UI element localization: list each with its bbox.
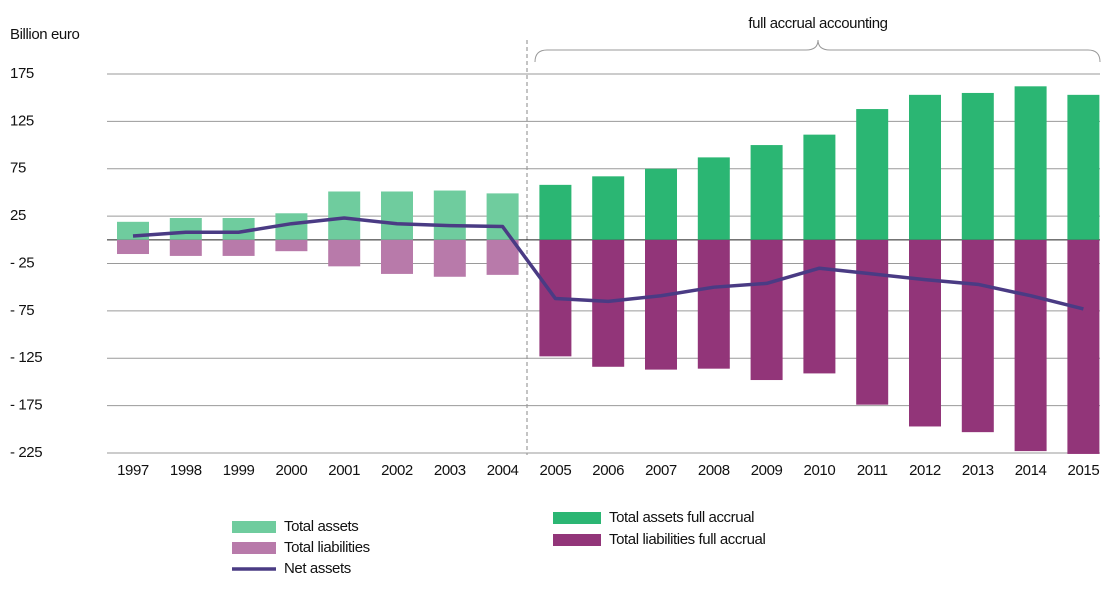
- x-tick-label: 2008: [698, 462, 730, 479]
- y-tick-label: 175: [10, 65, 34, 82]
- bar: [381, 191, 413, 240]
- x-tick-label: 2005: [540, 462, 572, 479]
- bar: [961, 92, 994, 240]
- x-tick-label: 2006: [592, 462, 624, 479]
- x-tick-label: 2010: [804, 462, 836, 479]
- bar: [433, 239, 466, 277]
- x-tick-label: 2011: [857, 462, 888, 479]
- bar: [803, 134, 836, 240]
- bar: [909, 94, 941, 240]
- y-tick-label: - 25: [10, 254, 34, 271]
- brace: [534, 39, 1101, 63]
- bar: [750, 239, 783, 381]
- bar: [486, 193, 519, 240]
- y-tick-label: 25: [10, 207, 26, 224]
- y-tick-label: - 175: [10, 397, 42, 414]
- y-tick-label: 75: [10, 160, 26, 177]
- annotation: full accrual accounting: [748, 15, 887, 32]
- bar: [275, 239, 308, 252]
- bar: [592, 176, 625, 240]
- y-tick-label: 125: [10, 112, 34, 129]
- bar: [592, 239, 625, 367]
- bar: [117, 239, 149, 255]
- bar: [961, 239, 994, 433]
- bar: [117, 221, 149, 240]
- x-tick-label: 2013: [962, 462, 994, 479]
- bar: [803, 239, 836, 374]
- legend-swatch: [232, 542, 276, 554]
- bar: [645, 239, 677, 370]
- bar: [539, 184, 572, 240]
- bar: [381, 239, 413, 274]
- bar: [856, 239, 889, 405]
- bar: [169, 239, 202, 256]
- y-tick-label: - 75: [10, 302, 34, 319]
- bar: [1014, 239, 1047, 452]
- bar: [1014, 86, 1047, 240]
- y-tick-label: - 225: [10, 444, 42, 461]
- legend-label: Total liabilities: [284, 539, 370, 556]
- bar: [856, 109, 889, 240]
- legend-label: Total assets: [284, 518, 358, 535]
- x-tick-label: 2007: [645, 462, 677, 479]
- legend-swatch: [553, 512, 601, 524]
- y-axis-label: Billion euro: [10, 26, 79, 43]
- x-tick-label: 1998: [170, 462, 202, 479]
- bar: [645, 168, 677, 240]
- x-tick-label: 2009: [751, 462, 783, 479]
- bar: [433, 190, 466, 240]
- y-tick-label: - 125: [10, 349, 42, 366]
- x-tick-label: 2002: [381, 462, 413, 479]
- bar: [697, 239, 730, 369]
- bar: [222, 239, 255, 256]
- bar: [486, 239, 519, 275]
- x-tick-label: 2001: [328, 462, 360, 479]
- legend-label: Net assets: [284, 560, 351, 577]
- line: [132, 216, 1084, 311]
- bar: [1067, 94, 1100, 240]
- bar: [328, 239, 361, 267]
- x-tick-label: 2012: [909, 462, 941, 479]
- x-tick-label: 2014: [1015, 462, 1047, 479]
- bar: [1067, 239, 1100, 454]
- bar: [169, 218, 202, 240]
- bar: [328, 191, 361, 240]
- x-tick-label: 1997: [117, 462, 149, 479]
- bar: [697, 157, 730, 240]
- x-tick-label: 2000: [276, 462, 308, 479]
- legend-label: Total assets full accrual: [609, 509, 754, 526]
- x-tick-label: 2015: [1068, 462, 1100, 479]
- bar: [750, 145, 783, 240]
- bar: [222, 218, 255, 240]
- legend-swatch: [553, 534, 601, 546]
- legend-label: Total liabilities full accrual: [609, 531, 765, 548]
- x-tick-label: 1999: [223, 462, 255, 479]
- x-tick-label: 2003: [434, 462, 466, 479]
- bar: [909, 239, 941, 427]
- legend-swatch: [232, 521, 276, 533]
- x-tick-label: 2004: [487, 462, 519, 479]
